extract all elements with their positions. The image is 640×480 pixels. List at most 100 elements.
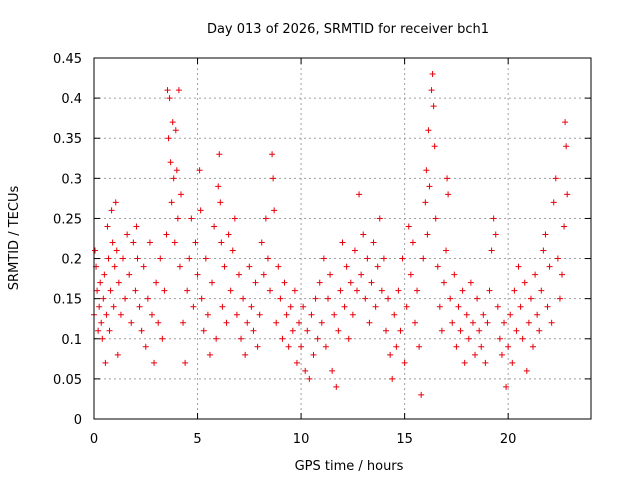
scatter-point <box>194 271 201 278</box>
grid-lines <box>94 58 591 419</box>
x-axis-label: GPS time / hours <box>295 459 404 474</box>
scatter-point <box>248 303 255 310</box>
scatter-point <box>414 287 421 294</box>
scatter-point <box>440 279 447 286</box>
scatter-point <box>291 287 298 294</box>
scatter-point <box>142 343 149 350</box>
scatter-point <box>382 327 389 334</box>
scatter-point <box>146 239 153 246</box>
scatter-point <box>306 375 313 382</box>
scatter-point <box>164 87 171 94</box>
scatter-point <box>119 255 126 262</box>
scatter-point <box>428 87 435 94</box>
scatter-point <box>360 231 367 238</box>
scatter-point <box>273 319 280 326</box>
scatter-point <box>312 295 319 302</box>
scatter-point <box>542 231 549 238</box>
scatter-point <box>339 239 346 246</box>
scatter-point <box>358 271 365 278</box>
scatter-point <box>482 359 489 366</box>
scatter-point <box>451 271 458 278</box>
scatter-point <box>507 311 514 318</box>
scatter-point <box>564 191 571 198</box>
scatter-point <box>461 359 468 366</box>
scatter-point <box>399 255 406 262</box>
scatter-point <box>215 183 222 190</box>
scatter-point <box>115 279 122 286</box>
scatter-point <box>209 279 216 286</box>
scatter-point <box>457 327 464 334</box>
scatter-point <box>112 199 119 206</box>
scatter-point <box>509 359 516 366</box>
scatter-point <box>202 255 209 262</box>
scatter-point <box>540 247 547 254</box>
scatter-point <box>426 183 433 190</box>
y-tick-label: 0.25 <box>53 212 82 227</box>
scatter-point <box>140 263 147 270</box>
scatter-point <box>204 311 211 318</box>
scatter-point <box>211 223 218 230</box>
scatter-point <box>109 239 116 246</box>
scatter-point <box>469 319 476 326</box>
scatter-point <box>151 359 158 366</box>
scatter-point <box>133 223 140 230</box>
scatter-point <box>449 319 456 326</box>
plot-frame <box>93 57 592 420</box>
scatter-point <box>335 327 342 334</box>
scatter-point <box>238 335 245 342</box>
scatter-point <box>416 343 423 350</box>
y-tick-labels: 0 0.05 0.1 0.15 0.2 0.25 0.3 0.35 0.4 0.45 <box>53 52 82 428</box>
scatter-point <box>264 255 271 262</box>
scatter-points <box>91 71 571 398</box>
scatter-point <box>283 311 290 318</box>
scatter-point <box>296 319 303 326</box>
scatter-point <box>478 343 485 350</box>
scatter-point <box>411 319 418 326</box>
scatter-point <box>521 279 528 286</box>
scatter-point <box>107 287 114 294</box>
scatter-point <box>370 239 377 246</box>
scatter-point <box>258 239 265 246</box>
scatter-point <box>329 367 336 374</box>
scatter-point <box>438 327 445 334</box>
scatter-point <box>279 335 286 342</box>
scatter-point <box>444 175 451 182</box>
scatter-point <box>108 207 115 214</box>
scatter-point <box>538 287 545 294</box>
scatter-point <box>385 295 392 302</box>
y-tick-label: 0.4 <box>61 92 82 107</box>
scatter-point <box>240 295 247 302</box>
scatter-point <box>422 199 429 206</box>
scatter-point <box>114 351 121 358</box>
scatter-point <box>95 327 102 334</box>
scatter-point <box>148 311 155 318</box>
y-tick-label: 0 <box>74 413 82 428</box>
scatter-point <box>525 319 532 326</box>
scatter-point <box>281 279 288 286</box>
scatter-point <box>472 351 479 358</box>
scatter-point <box>166 95 173 102</box>
scatter-point <box>260 271 267 278</box>
scatter-point <box>366 319 373 326</box>
scatter-point <box>124 231 131 238</box>
scatter-point <box>271 207 278 214</box>
scatter-point <box>544 303 551 310</box>
y-tick-label: 0.1 <box>61 333 82 348</box>
scatter-point <box>337 287 344 294</box>
scatter-point <box>96 303 103 310</box>
scatter-point <box>138 327 145 334</box>
scatter-point <box>200 327 207 334</box>
scatter-point <box>561 223 568 230</box>
x-tick-label: 5 <box>193 432 201 447</box>
scatter-point <box>196 167 203 174</box>
scatter-point <box>563 143 570 150</box>
scatter-point <box>175 87 182 94</box>
scatter-point <box>225 231 232 238</box>
scatter-point <box>320 255 327 262</box>
scatter-point <box>463 311 470 318</box>
scatter-point <box>387 351 394 358</box>
scatter-point <box>110 303 117 310</box>
x-tick-label: 15 <box>396 432 413 447</box>
scatter-point <box>122 295 129 302</box>
